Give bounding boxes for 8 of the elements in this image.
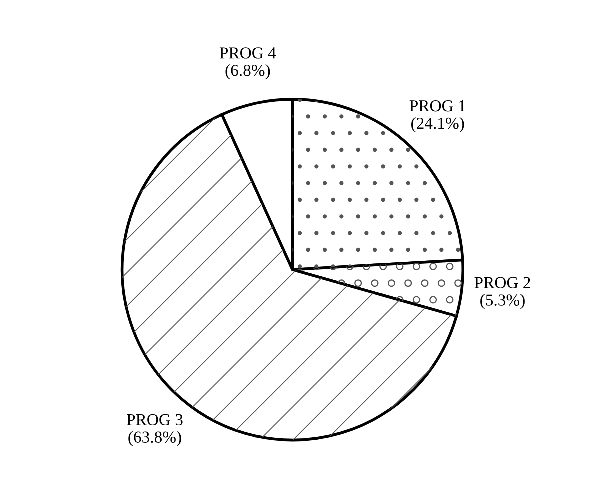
data-label: (5.3%) <box>480 294 525 310</box>
slice-label: PROG 1 <box>410 100 466 112</box>
slice-label: PROG 3 <box>127 414 183 426</box>
slice-label: PROG 4 <box>220 48 276 59</box>
data-label: (24.1%) <box>412 117 464 133</box>
data-label: (63.8%) <box>128 431 182 446</box>
data-label: (6.8%) <box>226 64 270 80</box>
slice-label: PROG 2 <box>474 277 530 288</box>
